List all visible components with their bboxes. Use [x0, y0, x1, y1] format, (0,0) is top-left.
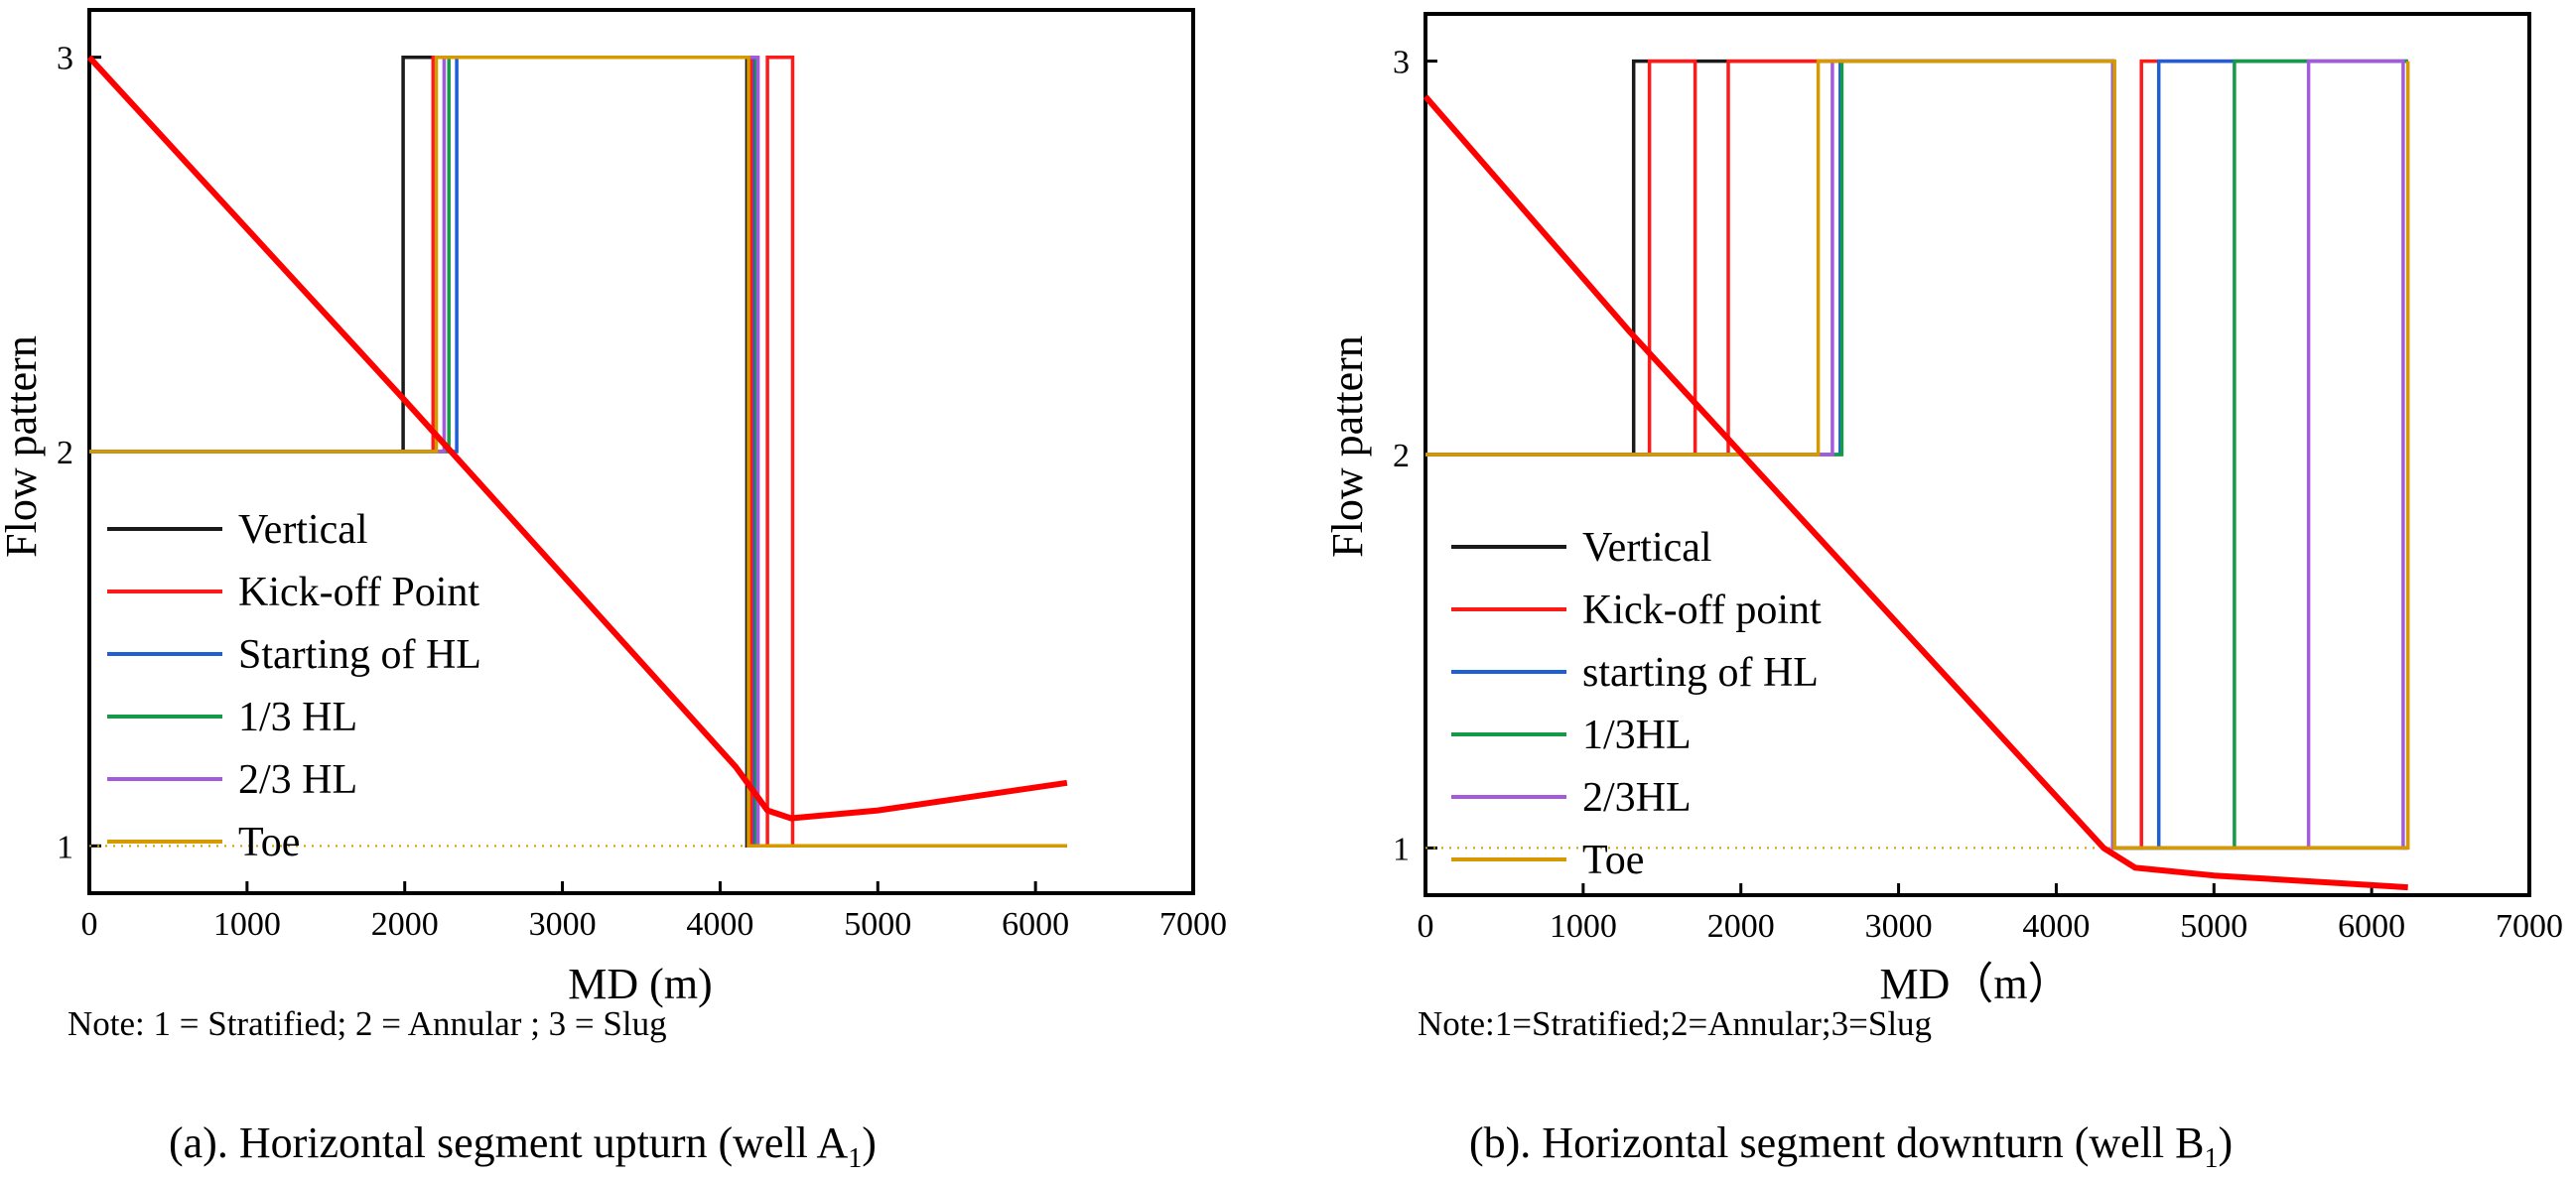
legend-label-third: 1/3 HL — [238, 695, 357, 740]
caption-a-end: ) — [862, 1118, 877, 1167]
caption-a: (a). Horizontal segment upturn (well A1) — [169, 1117, 877, 1175]
caption-b-text: (b). Horizontal segment downturn (well B — [1469, 1118, 2205, 1167]
plot-area-a: 0 1000 2000 3000 4000 5000 6000 7000 1 2 3 Vertical… — [57, 8, 1227, 943]
x-tick-label: 2000 — [371, 906, 439, 943]
caption-b: (b). Horizontal segment downturn (well B… — [1469, 1117, 2233, 1175]
trend-line — [86, 55, 1068, 822]
x-axis-label-a: MD (m) — [568, 960, 712, 1008]
y-tick-label: 3 — [57, 41, 73, 77]
note-a: Note: 1 = Stratified; 2 = Annular ; 3 = … — [68, 1004, 667, 1043]
y-tick-label: 2 — [57, 435, 73, 471]
x-tick-label: 1000 — [213, 906, 281, 943]
caption-a-text: (a). Horizontal segment upturn (well A — [169, 1118, 849, 1167]
caption-b-end: ) — [2218, 1118, 2234, 1167]
x-tick-label: 6000 — [1002, 906, 1069, 943]
x-tick-label: 3000 — [529, 906, 597, 943]
legend-label-toe: Toe — [238, 820, 300, 865]
caption-a-sub: 1 — [848, 1142, 863, 1174]
legend-label-vertical: Vertical — [238, 507, 368, 553]
y-tick-label: 1 — [57, 829, 73, 865]
x-tick-label: 5000 — [844, 906, 911, 943]
series-line-toe — [89, 55, 1067, 849]
legend-label-starting: Starting of HL — [238, 632, 481, 678]
y-axis-label-a: Flow pattern — [0, 335, 46, 558]
x-tick-label: 7000 — [1159, 906, 1227, 943]
legend-label-twothird: 2/3 HL — [238, 757, 357, 803]
caption-b-sub: 1 — [2204, 1142, 2219, 1174]
x-tick-label: 4000 — [686, 906, 753, 943]
note-b: Note:1=Stratified;2=Annular;3=Slug — [1418, 1004, 1933, 1043]
x-tick-label: 0 — [81, 906, 98, 943]
legend-label-kickoff: Kick-off Point — [238, 570, 479, 615]
